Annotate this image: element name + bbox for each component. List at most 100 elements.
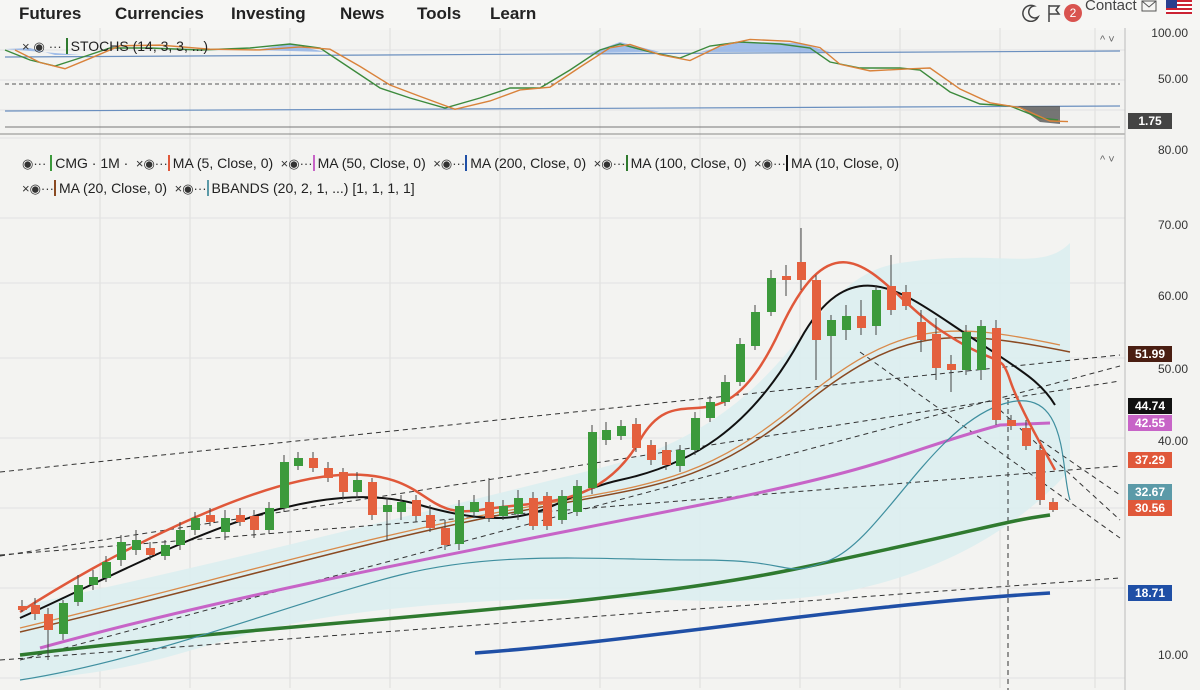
candle[interactable] [265,508,274,530]
more-icon[interactable]: ··· [48,39,62,54]
candle[interactable] [132,540,141,550]
legend-bbands[interactable]: BBANDS (20, 2, 1, ...) [1, 1, 1, 1] [206,180,415,196]
collapse-icon[interactable]: ^ ˅ [1100,154,1115,166]
candle[interactable] [44,614,53,630]
candle[interactable] [441,528,450,545]
candle[interactable] [383,505,392,512]
candle[interactable] [602,430,611,440]
candle[interactable] [102,562,111,578]
candle[interactable] [470,502,479,512]
candle[interactable] [74,585,83,602]
candle[interactable] [751,312,760,346]
candle[interactable] [691,418,700,450]
candle[interactable] [1022,428,1031,446]
candle[interactable] [324,468,333,478]
legend-ma20[interactable]: MA (20, Close, 0) [53,180,168,196]
nav-futures[interactable]: Futures [19,4,82,23]
candle[interactable] [514,498,523,514]
candle[interactable] [485,502,494,518]
legend-symbol[interactable]: CMG · 1M · [50,155,129,171]
legend-ma10[interactable]: MA (10, Close, 0) [785,155,900,171]
contact-link[interactable]: Contact [1085,0,1137,14]
candle[interactable] [962,332,971,370]
nav-currencies[interactable]: Currencies [115,4,204,23]
nav-news[interactable]: News [340,4,385,23]
legend-ma50[interactable]: MA (50, Close, 0) [312,155,426,171]
candle[interactable] [236,515,245,522]
stoch-legend-label[interactable]: STOCHS (14, 3, 3, ...) [65,38,209,54]
candle[interactable] [782,276,791,280]
candle[interactable] [146,548,155,555]
candle[interactable] [59,603,68,634]
nav-investing[interactable]: Investing [231,4,306,23]
close-icon[interactable]: × [22,39,30,54]
candle[interactable] [1007,420,1016,426]
candle[interactable] [221,518,230,532]
candle[interactable] [18,606,27,610]
candle[interactable] [676,450,685,466]
candle[interactable] [827,320,836,336]
candle[interactable] [89,577,98,585]
collapse-icon[interactable]: ^ ˅ [1100,34,1115,46]
nav-learn[interactable]: Learn [490,4,537,23]
candle[interactable] [736,344,745,382]
candle[interactable] [647,445,656,460]
candle[interactable] [617,426,626,436]
us-flag-icon[interactable] [1166,0,1192,14]
chart-canvas[interactable] [0,28,1200,690]
candle[interactable] [917,322,926,340]
candle[interactable] [353,480,362,492]
candle[interactable] [812,280,821,340]
candle[interactable] [499,506,508,516]
candle[interactable] [662,450,671,465]
candle[interactable] [558,496,567,520]
candle[interactable] [397,502,406,512]
candle[interactable] [426,515,435,528]
candle[interactable] [992,328,1001,420]
candle[interactable] [1049,502,1058,510]
candle[interactable] [191,518,200,530]
flag-icon[interactable] [1046,3,1062,23]
candle[interactable] [543,496,552,526]
candle[interactable] [455,506,464,544]
candle[interactable] [706,402,715,418]
candle[interactable] [161,545,170,556]
candle[interactable] [797,262,806,280]
candle[interactable] [872,290,881,326]
candle[interactable] [573,486,582,512]
nav-tools[interactable]: Tools [417,4,462,23]
candle[interactable] [887,286,896,310]
legend-ma200[interactable]: MA (200, Close, 0) [465,155,587,171]
legend-ma5[interactable]: MA (5, Close, 0) [167,155,274,171]
candle[interactable] [31,605,40,614]
candle[interactable] [176,530,185,545]
candle[interactable] [977,326,986,370]
candle[interactable] [857,316,866,328]
candle[interactable] [250,516,259,530]
candle[interactable] [902,292,911,306]
mail-icon[interactable] [1141,0,1157,12]
candle[interactable] [947,364,956,370]
candle[interactable] [117,542,126,560]
notification-badge[interactable]: 2 [1064,4,1082,22]
price-axis-tick: 40.00 [1157,434,1188,448]
candle[interactable] [529,498,538,526]
candle[interactable] [206,515,215,522]
candle[interactable] [932,334,941,368]
legend-ma100[interactable]: MA (100, Close, 0) [625,155,747,171]
eye-icon[interactable]: ◉··· [22,156,47,171]
candle[interactable] [294,458,303,466]
candle[interactable] [280,462,289,508]
candle[interactable] [339,472,348,492]
candle[interactable] [842,316,851,330]
candle[interactable] [632,424,641,448]
candle[interactable] [309,458,318,468]
candle[interactable] [721,382,730,402]
candle[interactable] [412,500,421,516]
candle[interactable] [767,278,776,312]
candle[interactable] [588,432,597,488]
eye-icon[interactable]: ◉ [33,39,45,54]
candle[interactable] [368,482,377,515]
candle[interactable] [1036,450,1045,500]
moon-icon[interactable] [1022,4,1040,22]
